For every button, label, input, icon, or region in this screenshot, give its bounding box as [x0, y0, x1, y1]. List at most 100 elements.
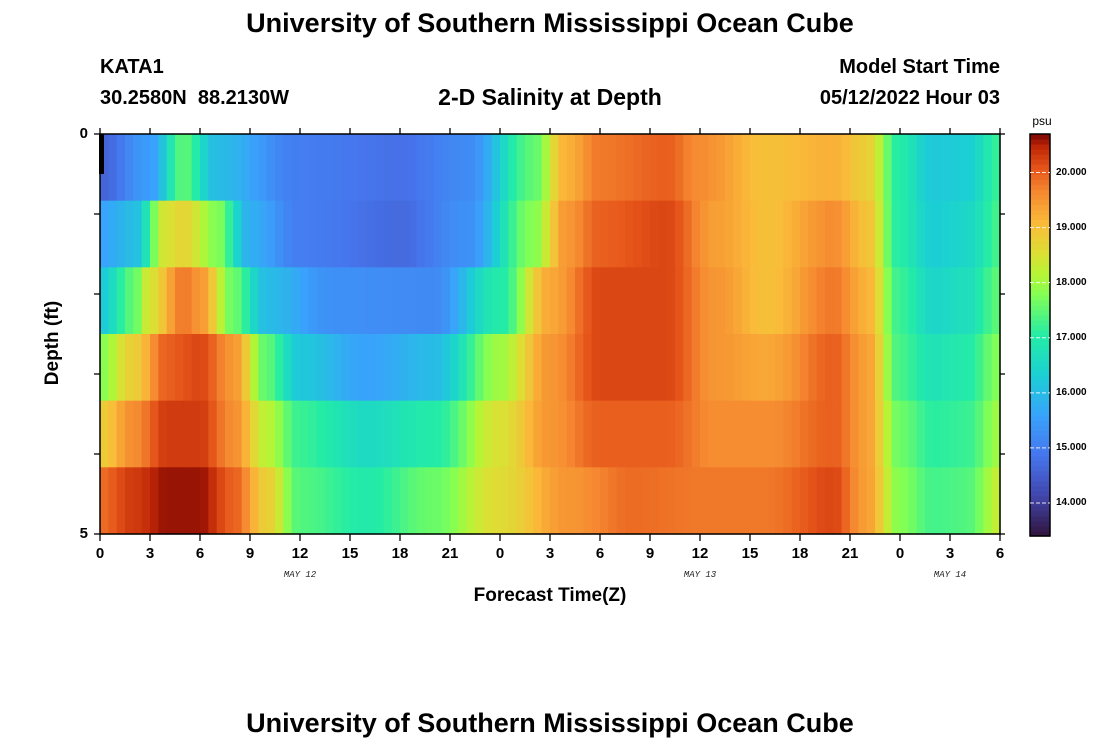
heatmap-cell — [758, 334, 768, 402]
heatmap-cell — [725, 267, 734, 335]
heatmap-row — [100, 134, 1001, 202]
heatmap-cell — [950, 134, 959, 202]
heatmap-cell — [541, 334, 551, 402]
heatmap-cell — [225, 400, 234, 468]
heatmap-cell — [800, 467, 809, 535]
heatmap-cell — [991, 267, 1001, 335]
colorbar-swatch — [1030, 475, 1050, 482]
heatmap-cell — [616, 467, 626, 535]
heatmap-cell — [658, 134, 668, 202]
heatmap-cell — [183, 334, 193, 402]
heatmap-cell — [266, 267, 276, 335]
heatmap-cell — [525, 467, 534, 535]
heatmap-cell — [883, 334, 893, 402]
heatmap-cell — [316, 467, 326, 535]
colorbar-swatch — [1030, 400, 1050, 406]
heatmap-cell — [675, 267, 684, 335]
heatmap-cell — [241, 134, 251, 202]
heatmap-cell — [175, 267, 184, 335]
heatmap-cell — [150, 400, 159, 468]
heatmap-cell — [816, 334, 826, 402]
heatmap-cell — [550, 400, 559, 468]
y-tick-label: 0 — [79, 125, 88, 142]
heatmap-cell — [516, 134, 526, 202]
heatmap-cell — [925, 267, 934, 335]
heatmap-cell — [541, 467, 551, 535]
heatmap-cell — [291, 467, 301, 535]
heatmap-cell — [625, 334, 634, 402]
heatmap-cell — [908, 134, 918, 202]
heatmap-cell — [200, 334, 209, 402]
heatmap-cell — [691, 200, 701, 268]
heatmap-cell — [416, 334, 426, 402]
heatmap-cell — [233, 200, 243, 268]
heatmap-cell — [283, 400, 293, 468]
heatmap-cell — [766, 334, 776, 402]
heatmap-cell — [300, 467, 309, 535]
heatmap-cell — [800, 267, 809, 335]
heatmap-cell — [808, 267, 818, 335]
heatmap-cell — [225, 267, 234, 335]
heatmap-cell — [800, 200, 809, 268]
heatmap-cell — [308, 267, 318, 335]
heatmap-cell — [133, 267, 143, 335]
heatmap-cell — [308, 400, 318, 468]
heatmap-cell — [725, 134, 734, 202]
heatmap-cell — [550, 134, 559, 202]
heatmap-cell — [608, 400, 618, 468]
heatmap-cell — [608, 200, 618, 268]
colorbar-swatch — [1030, 465, 1050, 472]
heatmap-cell — [683, 334, 693, 402]
heatmap-cell — [841, 334, 851, 402]
heatmap-cell — [700, 200, 709, 268]
heatmap-cell — [975, 400, 984, 468]
x-tick-label: 12 — [691, 545, 709, 562]
heatmap-cell — [700, 334, 709, 402]
heatmap-cell — [883, 267, 893, 335]
heatmap-cell — [216, 467, 226, 535]
heatmap-cell — [733, 267, 743, 335]
heatmap-cell — [600, 467, 609, 535]
heatmap-cell — [541, 134, 551, 202]
heatmap-cell — [133, 467, 143, 535]
heatmap-cell — [675, 467, 684, 535]
heatmap-cell — [750, 467, 759, 535]
heatmap-cell — [708, 467, 718, 535]
heatmap-cell — [475, 400, 484, 468]
heatmap-cell — [933, 200, 943, 268]
heatmap-cell — [533, 467, 543, 535]
model-start-value: 05/12/2022 Hour 03 — [819, 87, 1000, 109]
heatmap-cell — [491, 267, 501, 335]
heatmap-row — [100, 200, 1001, 268]
heatmap-cell — [916, 334, 926, 402]
heatmap-cell — [533, 400, 543, 468]
heatmap-cell — [450, 334, 459, 402]
heatmap-cell — [991, 134, 1001, 202]
heatmap-cell — [316, 200, 326, 268]
heatmap-cell — [441, 267, 451, 335]
x-tick-label: 21 — [841, 545, 859, 562]
heatmap-cell — [583, 400, 593, 468]
heatmap-cell — [433, 200, 443, 268]
heatmap-cell — [250, 134, 259, 202]
colorbar-swatch — [1030, 405, 1050, 411]
heatmap-cell — [566, 200, 576, 268]
heatmap-cell — [425, 267, 434, 335]
colorbar-swatch — [1030, 199, 1050, 205]
heatmap-cell — [575, 267, 584, 335]
heatmap-cell — [408, 334, 418, 402]
heatmap-cell — [408, 134, 418, 202]
heatmap-cell — [491, 334, 501, 402]
heatmap-row — [100, 400, 1001, 468]
heatmap-cell — [441, 334, 451, 402]
heatmap-cell — [691, 134, 701, 202]
heatmap-cell — [691, 467, 701, 535]
heatmap-cell — [708, 267, 718, 335]
x-tick-label: 9 — [245, 545, 255, 562]
x-tick-label: 6 — [195, 545, 205, 562]
heatmap-cell — [133, 334, 143, 402]
heatmap-cell — [291, 200, 301, 268]
heatmap-cell — [441, 400, 451, 468]
heatmap-cell — [808, 200, 818, 268]
heatmap-cell — [108, 400, 118, 468]
